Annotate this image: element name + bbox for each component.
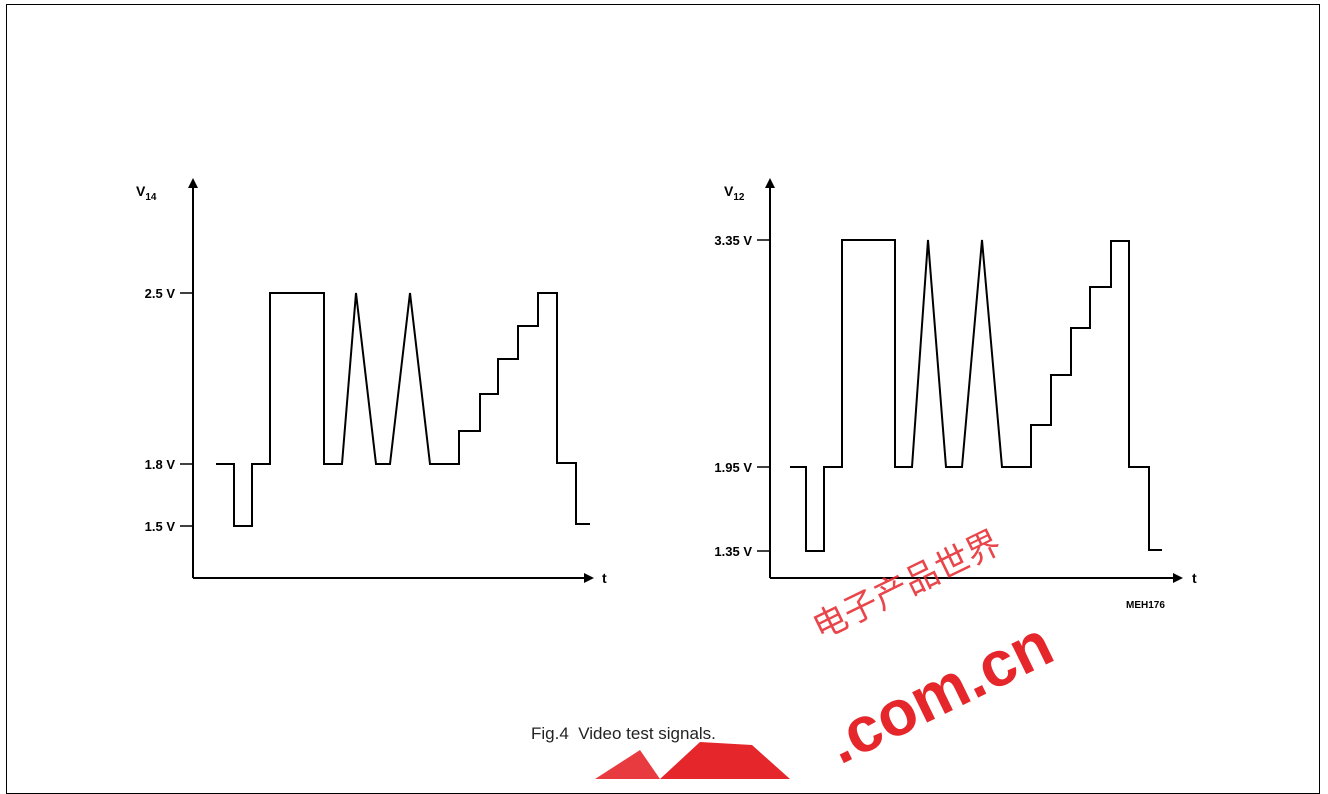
watermark-chinese: 电子产品世界: [806, 523, 1007, 648]
watermark-logo-shape: [660, 742, 790, 779]
watermark-logo-shape-2: [595, 750, 660, 779]
left-tick-label-1-5v: 1.5 V: [145, 519, 176, 534]
right-y-axis-label: V12: [724, 183, 745, 203]
left-tick-label-1-8v: 1.8 V: [145, 457, 176, 472]
left-waveform: [216, 292, 590, 527]
right-tick-label-3-35v: 3.35 V: [714, 233, 752, 248]
figure-caption: Fig.4 Video test signals.: [531, 724, 716, 743]
right-tick-label-1-35v: 1.35 V: [714, 544, 752, 559]
right-waveform: [790, 239, 1162, 552]
left-plot: V14 t 2.5 V 1.8 V 1.5 V: [136, 178, 607, 586]
left-tick-label-2-5v: 2.5 V: [145, 286, 176, 301]
figure-code: MEH176: [1126, 600, 1165, 611]
right-tick-label-1-95v: 1.95 V: [714, 460, 752, 475]
right-plot: V12 t 3.35 V 1.95 V 1.35 V MEH176: [714, 178, 1197, 611]
right-x-axis-label: t: [1192, 570, 1197, 586]
left-x-axis-label: t: [602, 570, 607, 586]
left-y-axis-label: V14: [136, 183, 157, 203]
